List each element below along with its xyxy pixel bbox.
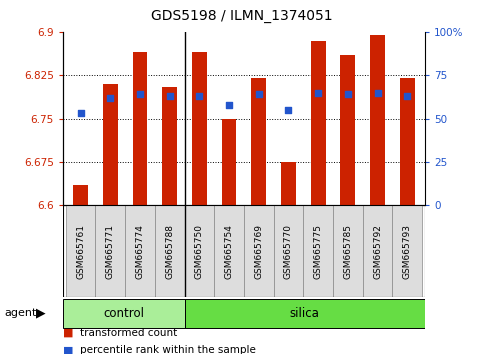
Text: ■: ■ <box>63 328 73 338</box>
Point <box>196 93 203 99</box>
Bar <box>281 162 296 205</box>
Text: GSM665792: GSM665792 <box>373 224 382 279</box>
Bar <box>63 299 185 328</box>
Point <box>136 91 144 97</box>
Bar <box>66 205 96 297</box>
Bar <box>303 205 333 297</box>
Text: GSM665770: GSM665770 <box>284 224 293 279</box>
Text: control: control <box>103 307 144 320</box>
Point <box>225 102 233 108</box>
Text: GSM665788: GSM665788 <box>165 224 174 279</box>
Text: GSM665785: GSM665785 <box>343 224 352 279</box>
Bar <box>370 35 385 205</box>
Text: GSM665754: GSM665754 <box>225 224 234 279</box>
Bar <box>185 205 214 297</box>
Text: ▶: ▶ <box>36 307 46 320</box>
Text: GSM665769: GSM665769 <box>254 224 263 279</box>
Text: GSM665771: GSM665771 <box>106 224 115 279</box>
Point <box>403 93 411 99</box>
Point <box>255 91 263 97</box>
Bar <box>251 78 266 205</box>
Point <box>284 107 292 113</box>
Point <box>77 110 85 116</box>
Text: GSM665761: GSM665761 <box>76 224 85 279</box>
Bar <box>132 52 147 205</box>
Bar <box>273 205 303 297</box>
Point <box>166 93 173 99</box>
Bar <box>103 84 118 205</box>
Bar <box>392 205 422 297</box>
Bar <box>363 205 392 297</box>
Bar <box>155 205 185 297</box>
Bar <box>222 119 237 205</box>
Bar <box>192 52 207 205</box>
Bar <box>341 55 355 205</box>
Text: GSM665774: GSM665774 <box>136 224 144 279</box>
Text: transformed count: transformed count <box>80 328 177 338</box>
Text: GSM665775: GSM665775 <box>313 224 323 279</box>
Bar <box>214 205 244 297</box>
Bar <box>400 78 414 205</box>
Text: GSM665750: GSM665750 <box>195 224 204 279</box>
Text: agent: agent <box>5 308 37 318</box>
Point <box>106 95 114 101</box>
Bar <box>125 205 155 297</box>
Bar <box>185 299 425 328</box>
Bar <box>73 185 88 205</box>
Text: GSM665793: GSM665793 <box>403 224 412 279</box>
Bar <box>333 205 363 297</box>
Point <box>374 90 382 96</box>
Bar <box>244 205 273 297</box>
Bar <box>311 41 326 205</box>
Bar <box>96 205 125 297</box>
Bar <box>162 87 177 205</box>
Point <box>314 90 322 96</box>
Text: ■: ■ <box>63 346 73 354</box>
Text: percentile rank within the sample: percentile rank within the sample <box>80 346 256 354</box>
Text: silica: silica <box>290 307 320 320</box>
Point <box>344 91 352 97</box>
Text: GDS5198 / ILMN_1374051: GDS5198 / ILMN_1374051 <box>151 9 332 23</box>
